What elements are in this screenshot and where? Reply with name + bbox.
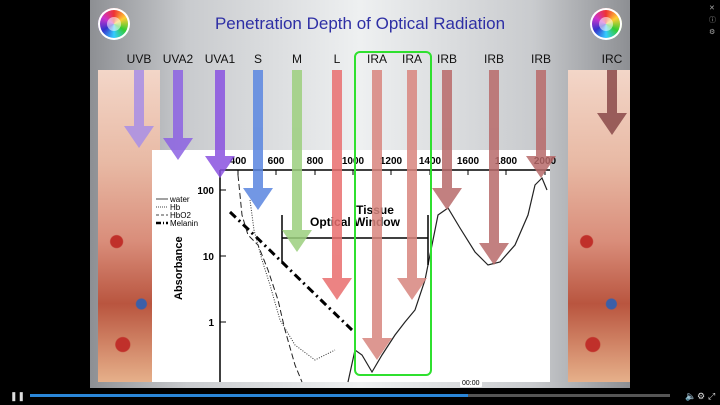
x-tick-label: 1600: [457, 156, 480, 167]
x-tick-label: 400: [230, 156, 247, 167]
legend-hb: Hb: [170, 203, 181, 212]
penetration-arrow-5: [322, 70, 352, 300]
legend-hbo2: HbO2: [170, 211, 191, 220]
penetration-arrow-0: [124, 70, 154, 148]
y-tick-label: 1: [208, 318, 214, 329]
melanin-curve: [228, 210, 354, 332]
slide: Penetration Depth of Optical Radiation U…: [90, 0, 630, 388]
legend-water: water: [169, 195, 190, 204]
penetration-arrow-7: [397, 70, 427, 300]
y-axis-label: Absorbance: [173, 236, 185, 300]
penetration-arrow-9: [479, 70, 509, 265]
absorbance-graph: [152, 150, 550, 382]
x-tick-label: 600: [268, 156, 285, 167]
penetration-arrow-3: [243, 70, 273, 210]
penetration-arrow-8: [432, 70, 462, 210]
x-tick-label: 1000: [342, 156, 365, 167]
band-label-0: UVB: [126, 52, 152, 66]
progress-fill: [30, 394, 469, 397]
skin-illustration-left: [98, 70, 160, 382]
progress-track[interactable]: [30, 394, 670, 397]
optical-window-highlight: [354, 51, 432, 376]
y-tick-label: 10: [203, 252, 215, 263]
band-label-9: IRB: [483, 52, 505, 66]
close-icon[interactable]: ✕: [709, 5, 715, 12]
water-curve: [347, 176, 548, 383]
graph-legend: water Hb HbO2 Melanin: [156, 195, 198, 228]
fullscreen-icon[interactable]: ⤢: [708, 391, 716, 401]
penetration-arrow-11: [597, 70, 627, 135]
penetration-arrow-6: [362, 70, 392, 360]
penetration-arrow-10: [526, 70, 556, 178]
gear-icon[interactable]: ⚙: [697, 391, 706, 401]
x-tick-label: 1200: [380, 156, 403, 167]
x-tick-label: 800: [307, 156, 324, 167]
slide-title: Penetration Depth of Optical Radiation: [214, 14, 506, 33]
volume-icon[interactable]: 🔈: [685, 391, 697, 401]
band-label-2: UVA1: [204, 52, 236, 66]
band-label-5: L: [333, 52, 341, 66]
penetration-arrow-1: [163, 70, 193, 160]
timestamp: 00:00: [460, 380, 482, 387]
band-label-11: IRC: [601, 52, 623, 66]
band-label-10: IRB: [530, 52, 552, 66]
info-icon[interactable]: ⓘ: [709, 17, 716, 24]
band-label-8: IRB: [436, 52, 458, 66]
y-tick-label: 100: [197, 186, 214, 197]
player-bar: ❚❚ 🔈 ⚙ ⤢: [0, 388, 720, 405]
x-tick-label: 1800: [495, 156, 518, 167]
settings-icon[interactable]: ⚙: [709, 29, 716, 36]
hb-curve: [249, 199, 336, 361]
band-label-6: IRA: [366, 52, 388, 66]
band-label-7: IRA: [401, 52, 423, 66]
pause-icon[interactable]: ❚❚: [10, 391, 26, 401]
band-label-1: UVA2: [162, 52, 194, 66]
penetration-arrow-4: [282, 70, 312, 252]
logo-left-icon: [98, 8, 130, 40]
hbo2-curve: [237, 174, 303, 383]
top-right-controls: ✕ ⓘ ⚙: [709, 4, 716, 36]
logo-right-icon: [590, 8, 622, 40]
band-label-3: S: [253, 52, 263, 66]
band-label-4: M: [292, 52, 302, 66]
legend-melanin: Melanin: [170, 219, 198, 228]
penetration-arrow-2: [205, 70, 235, 178]
